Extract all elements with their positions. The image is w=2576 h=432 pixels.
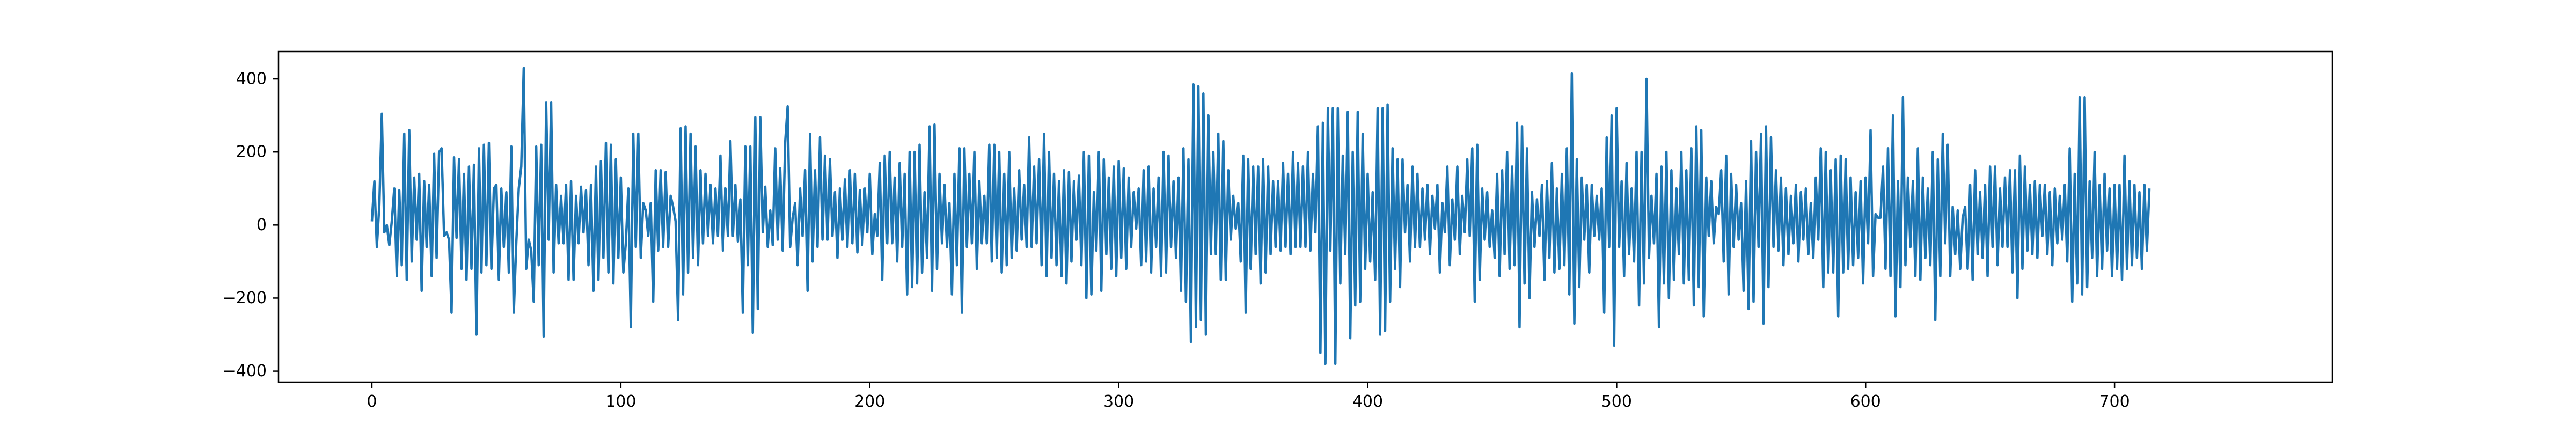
x-tick-label: 600 (1850, 392, 1881, 411)
x-tick-label: 700 (2099, 392, 2129, 411)
y-tick-label: −200 (223, 289, 267, 307)
x-tick-label: 200 (854, 392, 885, 411)
series-line (370, 67, 2151, 365)
x-tick-label: 300 (1103, 392, 1134, 411)
x-tick-label: 500 (1601, 392, 1632, 411)
x-tick-label: 400 (1352, 392, 1383, 411)
y-tick-label: −400 (223, 362, 267, 380)
x-tick-label: 0 (367, 392, 377, 411)
y-tick-label: 0 (257, 216, 267, 235)
plot-area-frame (277, 50, 2333, 383)
y-tick-label: 400 (236, 70, 267, 89)
y-tick-label: 200 (236, 143, 267, 162)
x-axis-ticks: 0 100 200 300 400 500 600 700 (367, 382, 2130, 411)
y-axis-ticks: −400 −200 0 200 400 (223, 70, 279, 380)
x-tick-label: 100 (605, 392, 636, 411)
